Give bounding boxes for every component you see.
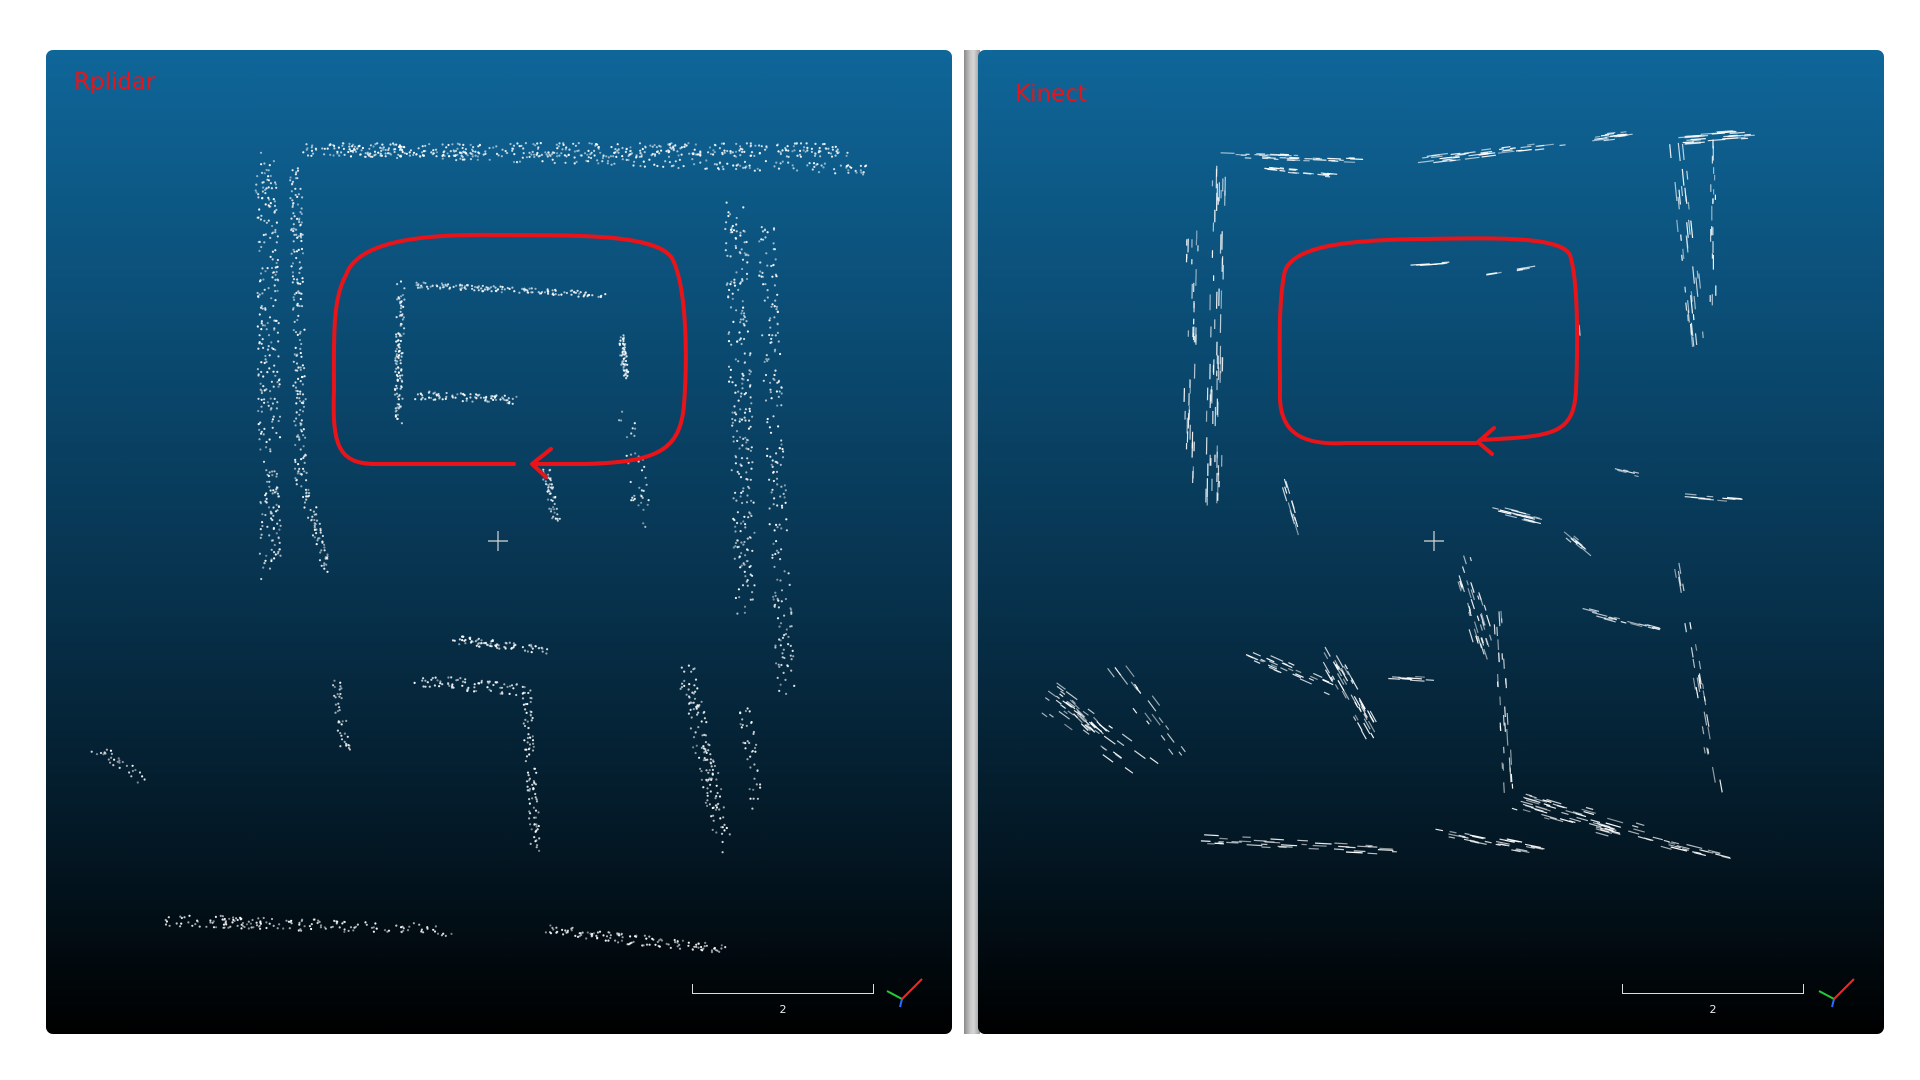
scale-label: 2 — [763, 1003, 803, 1016]
viewport-kinect[interactable]: Kinect 2 — [978, 50, 1884, 1034]
viewport-title: Rplidar — [74, 69, 156, 95]
point-cloud-kinect — [978, 50, 1884, 1034]
scale-bar — [692, 984, 874, 994]
scale-bar — [1622, 984, 1804, 994]
point-cloud-rplidar — [46, 50, 952, 1034]
axes-triad-icon — [884, 975, 928, 1011]
center-crosshair-icon — [1424, 531, 1444, 551]
loop-annotation-arrow — [334, 235, 686, 477]
center-crosshair-icon — [488, 531, 508, 551]
viewport-title: Kinect — [1015, 81, 1087, 107]
viewport-rplidar[interactable]: Rplidar 2 — [46, 50, 952, 1034]
loop-annotation-arrow — [1280, 238, 1577, 454]
point-cloud-points — [91, 142, 868, 953]
scale-label: 2 — [1693, 1003, 1733, 1016]
axes-triad-icon — [1816, 975, 1860, 1011]
